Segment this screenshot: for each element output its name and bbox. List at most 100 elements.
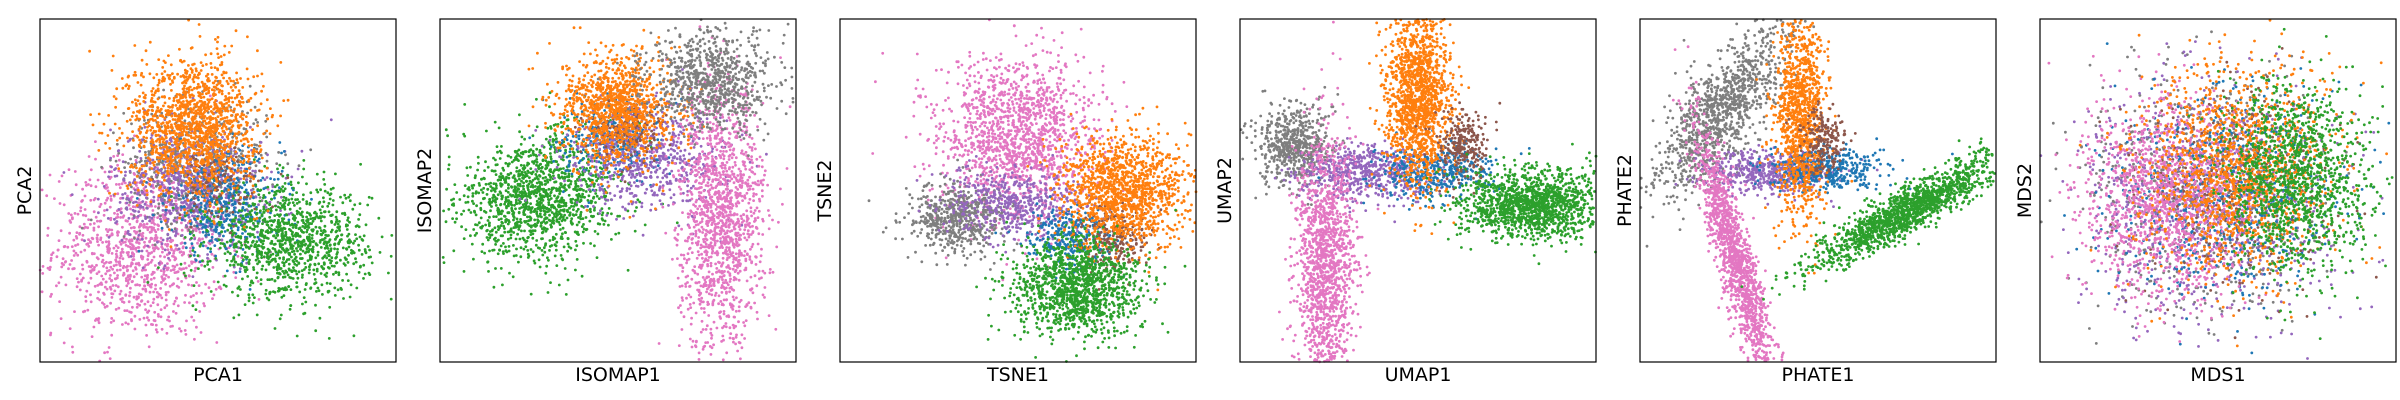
data-point (298, 270, 301, 273)
data-point (217, 215, 220, 218)
data-point (321, 283, 324, 286)
data-point (262, 240, 265, 243)
data-point (208, 210, 211, 213)
data-point (361, 239, 364, 242)
data-point (268, 299, 271, 302)
data-point (314, 256, 317, 259)
data-point (161, 181, 164, 184)
data-point (220, 239, 223, 242)
data-point (84, 208, 87, 211)
data-point (206, 253, 209, 256)
data-point (129, 265, 132, 268)
data-point (309, 148, 312, 151)
data-point (278, 257, 281, 260)
data-point (192, 247, 195, 250)
data-point (220, 55, 223, 58)
data-point (76, 231, 79, 234)
data-point (121, 248, 124, 251)
data-point (241, 217, 244, 220)
data-point (150, 190, 153, 193)
data-point (146, 228, 149, 231)
data-point (83, 249, 86, 252)
data-point (260, 154, 263, 157)
data-point (297, 240, 300, 243)
data-point (133, 192, 136, 195)
data-point (227, 214, 230, 217)
data-point (292, 201, 295, 204)
data-point (80, 200, 83, 203)
data-point (184, 219, 187, 222)
data-point (180, 208, 183, 211)
data-point (229, 240, 232, 243)
data-point (336, 261, 339, 264)
data-point (169, 139, 172, 142)
data-point (126, 269, 129, 272)
data-point (183, 185, 186, 188)
data-point (210, 290, 213, 293)
data-point (87, 218, 90, 221)
data-point (219, 114, 222, 117)
data-point (275, 230, 278, 233)
data-point (167, 248, 170, 251)
data-point (338, 220, 341, 223)
data-point (129, 291, 132, 294)
data-point (89, 293, 92, 296)
data-point (223, 245, 226, 248)
data-point (323, 200, 326, 203)
data-point (174, 271, 177, 274)
data-point (166, 225, 169, 228)
data-point (66, 246, 69, 249)
data-point (237, 229, 240, 232)
data-point (212, 266, 215, 269)
data-point (164, 209, 167, 212)
data-point (105, 240, 108, 243)
data-point (249, 195, 252, 198)
data-point (156, 241, 159, 244)
data-point (181, 194, 184, 197)
data-point (256, 272, 259, 275)
data-point (299, 253, 302, 256)
data-point (333, 265, 336, 268)
data-point (242, 201, 245, 204)
data-point (328, 240, 331, 243)
data-point (204, 173, 207, 176)
data-point (112, 155, 115, 158)
data-point (362, 277, 365, 280)
data-point (49, 174, 52, 177)
data-point (110, 321, 113, 324)
data-point (260, 283, 263, 286)
data-point (144, 244, 147, 247)
data-point (330, 247, 333, 250)
data-point (297, 181, 300, 184)
data-point (208, 286, 211, 289)
data-point (138, 250, 141, 253)
data-point (333, 247, 336, 250)
data-point (83, 310, 86, 313)
data-point (98, 298, 101, 301)
data-point (185, 267, 188, 270)
data-point (296, 198, 299, 201)
data-point (290, 245, 293, 248)
data-point (180, 250, 183, 253)
data-point (141, 220, 144, 223)
data-point (300, 212, 303, 215)
data-point (273, 197, 276, 200)
data-point (301, 274, 304, 277)
data-point (224, 230, 227, 233)
data-point (58, 281, 61, 284)
data-point (225, 213, 228, 216)
data-point (122, 160, 125, 163)
data-point (255, 240, 258, 243)
data-point (166, 237, 169, 240)
data-point (291, 223, 294, 226)
data-point (217, 115, 220, 118)
data-point (304, 312, 307, 315)
data-point (182, 197, 185, 200)
data-point (220, 221, 223, 224)
data-point (315, 290, 318, 293)
data-point (239, 241, 242, 244)
data-point (154, 246, 157, 249)
data-point (98, 270, 101, 273)
data-point (292, 235, 295, 238)
data-point (155, 174, 158, 177)
